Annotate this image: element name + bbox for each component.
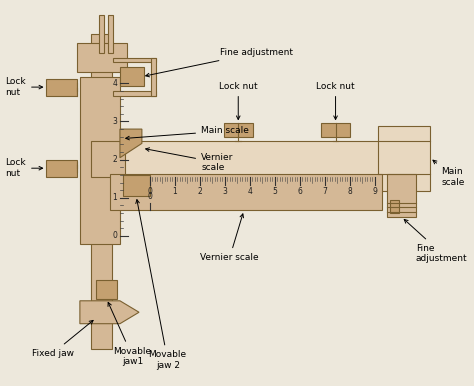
Text: 3: 3 [112, 117, 117, 126]
Text: 7: 7 [322, 187, 327, 196]
Bar [80, 76, 120, 244]
Bar [99, 15, 104, 53]
Bar [123, 141, 388, 177]
Text: 4: 4 [112, 79, 117, 88]
Bar [91, 141, 125, 177]
Bar [91, 34, 112, 349]
Bar [321, 124, 350, 137]
Polygon shape [120, 129, 142, 158]
Bar [123, 175, 149, 196]
Text: Fine adjustment: Fine adjustment [146, 48, 293, 77]
Text: 0: 0 [147, 187, 152, 196]
Text: 1: 1 [172, 187, 177, 196]
Text: Lock
nut: Lock nut [6, 159, 43, 178]
Text: 0: 0 [147, 191, 152, 201]
Bar [377, 126, 430, 191]
Bar [120, 67, 144, 86]
Text: 6: 6 [297, 187, 302, 196]
Text: Vernier
scale: Vernier scale [146, 148, 233, 172]
Text: Lock nut: Lock nut [219, 82, 257, 120]
Text: Movable
jaw 2: Movable jaw 2 [136, 200, 187, 370]
Text: 3: 3 [222, 187, 227, 196]
Bar [110, 174, 383, 210]
Text: Movable
jaw1: Movable jaw1 [108, 302, 151, 366]
Text: 5: 5 [272, 187, 277, 196]
Text: 0: 0 [112, 232, 117, 240]
Text: 4: 4 [247, 187, 252, 196]
Text: Fixed jaw: Fixed jaw [32, 320, 93, 357]
Bar [151, 58, 156, 96]
Text: Main
scale: Main scale [433, 160, 465, 187]
Text: Lock nut: Lock nut [316, 82, 355, 120]
Text: 2: 2 [112, 155, 117, 164]
Bar [390, 200, 400, 213]
Bar [46, 159, 77, 177]
Text: Main scale: Main scale [126, 127, 249, 140]
Text: 1: 1 [112, 193, 117, 202]
Bar [224, 124, 253, 137]
Bar [109, 15, 113, 53]
Bar [387, 174, 416, 217]
Text: 8: 8 [347, 187, 352, 196]
Bar [46, 78, 77, 96]
Text: 2: 2 [197, 187, 202, 196]
Text: Lock
nut: Lock nut [6, 78, 43, 97]
Text: 9: 9 [372, 187, 377, 196]
Polygon shape [80, 301, 139, 324]
Bar [77, 43, 127, 72]
Bar [113, 58, 156, 62]
Text: Vernier scale: Vernier scale [201, 214, 259, 262]
Bar [96, 280, 117, 299]
Bar [113, 91, 156, 96]
Text: Fine
adjustment: Fine adjustment [404, 220, 467, 263]
